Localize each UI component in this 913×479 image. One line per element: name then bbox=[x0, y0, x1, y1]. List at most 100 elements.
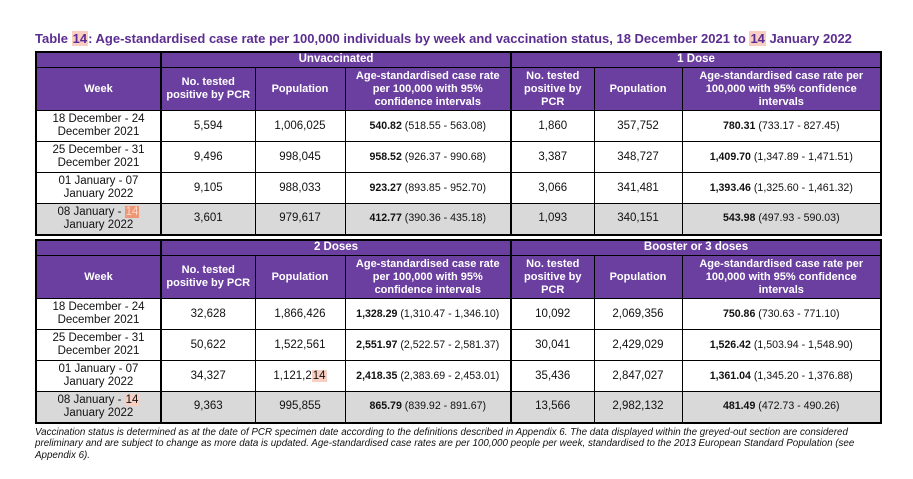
rate-cell: 1,409.70 (1,347.89 - 1,471.51) bbox=[681, 141, 882, 173]
week-cell: 18 December - 24 December 2021 bbox=[35, 298, 162, 330]
week-cell: 25 December - 31 December 2021 bbox=[35, 141, 162, 173]
rate-cell: 412.77 (390.36 - 435.18) bbox=[344, 203, 512, 235]
rate-cell: 1,361.04 (1,345.20 - 1,376.88) bbox=[681, 360, 882, 392]
week-cell: 18 December - 24 December 2021 bbox=[35, 110, 162, 142]
population-cell: 979,617 bbox=[254, 203, 346, 235]
population-cell: 2,982,132 bbox=[593, 391, 683, 423]
corner-header-cell bbox=[35, 239, 162, 256]
table-row: 01 January - 07 January 2022 9,105 988,033… bbox=[35, 172, 882, 204]
corner-header-cell bbox=[35, 51, 162, 68]
population-column-header: Population bbox=[593, 67, 683, 111]
tested-cell: 3,601 bbox=[160, 203, 256, 235]
week-cell: 01 January - 07 January 2022 bbox=[35, 360, 162, 392]
week-column-header: Week bbox=[35, 67, 162, 111]
rate-column-header: Age-standardised case rate per 100,000 w… bbox=[681, 67, 882, 111]
tested-column-header: No. tested positive by PCR bbox=[160, 255, 256, 299]
rate-cell: 543.98 (497.93 - 590.03) bbox=[681, 203, 882, 235]
tested-cell: 3,066 bbox=[510, 172, 595, 204]
tested-cell: 32,628 bbox=[160, 298, 256, 330]
tested-cell: 9,496 bbox=[160, 141, 256, 173]
population-cell: 995,855 bbox=[254, 391, 346, 423]
table-row: 08 January - 14 January 2022 9,363 995,855… bbox=[35, 391, 882, 423]
rate-cell: 865.79 (839.92 - 891.67) bbox=[344, 391, 512, 423]
tested-cell: 5,594 bbox=[160, 110, 256, 142]
tested-cell: 10,092 bbox=[510, 298, 595, 330]
search-highlight: 14 bbox=[124, 393, 140, 406]
rate-cell: 780.31 (733.17 - 827.45) bbox=[681, 110, 882, 142]
table-row: 08 January - 14 January 2022 3,601 979,617… bbox=[35, 203, 882, 235]
group-header-row: 2 Doses Booster or 3 doses bbox=[35, 239, 882, 256]
rate-value: 958.52 bbox=[369, 150, 402, 163]
search-highlight: 14 bbox=[311, 369, 327, 382]
rate-value: 780.31 bbox=[722, 119, 756, 132]
tested-cell: 30,041 bbox=[510, 329, 595, 361]
week-cell: 25 December - 31 December 2021 bbox=[35, 329, 162, 361]
tested-column-header: No. tested positive by PCR bbox=[160, 67, 256, 111]
search-highlight: 14 bbox=[71, 31, 89, 46]
rate-cell: 923.27 (893.85 - 952.70) bbox=[344, 172, 512, 204]
rate-cell: 2,551.97 (2,522.57 - 2,581.37) bbox=[344, 329, 512, 361]
population-cell: 340,151 bbox=[593, 203, 683, 235]
tested-column-header: No. tested positive by PCR bbox=[510, 255, 595, 299]
population-cell: 988,033 bbox=[254, 172, 346, 204]
tested-column-header: No. tested positive by PCR bbox=[510, 67, 595, 111]
rate-value: 1,526.42 bbox=[709, 338, 751, 351]
group-header-left: 2 Doses bbox=[160, 239, 512, 256]
rate-value: 923.27 bbox=[369, 181, 402, 194]
rate-value: 543.98 bbox=[722, 212, 756, 225]
group-header-right: 1 Dose bbox=[510, 51, 882, 68]
population-column-header: Population bbox=[254, 255, 346, 299]
tested-cell: 3,387 bbox=[510, 141, 595, 173]
population-cell: 2,429,029 bbox=[593, 329, 683, 361]
population-cell: 1,866,426 bbox=[254, 298, 346, 330]
table-row: 18 December - 24 December 2021 32,628 1,86… bbox=[35, 298, 882, 330]
tested-cell: 13,566 bbox=[510, 391, 595, 423]
week-cell: 08 January - 14 January 2022 bbox=[35, 391, 162, 423]
population-cell: 1,121,214 bbox=[254, 360, 346, 392]
population-cell: 1,522,561 bbox=[254, 329, 346, 361]
rate-cell: 1,328.29 (1,310.47 - 1,346.10) bbox=[344, 298, 512, 330]
population-cell: 1,006,025 bbox=[254, 110, 346, 142]
rate-cell: 1,526.42 (1,503.94 - 1,548.90) bbox=[681, 329, 882, 361]
rate-value: 1,328.29 bbox=[356, 307, 398, 320]
population-column-header: Population bbox=[254, 67, 346, 111]
population-cell: 998,045 bbox=[254, 141, 346, 173]
rate-value: 2,551.97 bbox=[356, 338, 398, 351]
document-page: Table 14: Age-standardised case rate per… bbox=[35, 31, 883, 461]
case-rate-table-unvaccinated-1dose: Unvaccinated 1 Dose Week No. tested positiv… bbox=[35, 50, 883, 236]
population-cell: 2,847,027 bbox=[593, 360, 683, 392]
tested-cell: 9,105 bbox=[160, 172, 256, 204]
table-title: Table 14: Age-standardised case rate per… bbox=[35, 31, 852, 46]
population-cell: 2,069,356 bbox=[593, 298, 683, 330]
rate-value: 2,418.35 bbox=[356, 369, 398, 382]
rate-column-header: Age-standardised case rate per 100,000 w… bbox=[344, 67, 512, 111]
table-row: 25 December - 31 December 2021 50,622 1,52… bbox=[35, 329, 882, 361]
rate-value: 481.49 bbox=[722, 400, 756, 413]
tested-cell: 1,093 bbox=[510, 203, 595, 235]
population-cell: 341,481 bbox=[593, 172, 683, 204]
rate-value: 1,393.46 bbox=[709, 181, 751, 194]
rate-cell: 750.86 (730.63 - 771.10) bbox=[681, 298, 882, 330]
tested-cell: 9,363 bbox=[160, 391, 256, 423]
group-header-left: Unvaccinated bbox=[159, 51, 512, 68]
footnote-text: Vaccination status is determined as at t… bbox=[35, 426, 855, 461]
table-row: 25 December - 31 December 2021 9,496 998,0… bbox=[35, 141, 882, 173]
rate-value: 540.82 bbox=[369, 119, 402, 132]
tested-cell: 50,622 bbox=[160, 329, 256, 361]
rate-value: 865.79 bbox=[369, 400, 402, 413]
rate-cell: 1,393.46 (1,325.60 - 1,461.32) bbox=[681, 172, 882, 204]
week-cell: 01 January - 07 January 2022 bbox=[35, 172, 162, 204]
group-header-row: Unvaccinated 1 Dose bbox=[35, 51, 882, 68]
rate-cell: 958.52 (926.37 - 990.68) bbox=[344, 141, 512, 173]
tested-cell: 1,860 bbox=[510, 110, 595, 142]
tested-cell: 34,327 bbox=[160, 360, 256, 392]
population-cell: 348,727 bbox=[593, 141, 683, 173]
rate-value: 750.86 bbox=[722, 307, 756, 320]
table-row: 18 December - 24 December 2021 5,594 1,006… bbox=[35, 110, 882, 142]
week-column-header: Week bbox=[35, 255, 162, 299]
population-column-header: Population bbox=[593, 255, 683, 299]
rate-column-header: Age-standardised case rate per 100,000 w… bbox=[681, 255, 882, 299]
case-rate-table-2doses-booster: 2 Doses Booster or 3 doses Week No. tested … bbox=[35, 238, 883, 424]
rate-cell: 2,418.35 (2,383.69 - 2,453.01) bbox=[344, 360, 512, 392]
rate-value: 412.77 bbox=[369, 212, 402, 225]
